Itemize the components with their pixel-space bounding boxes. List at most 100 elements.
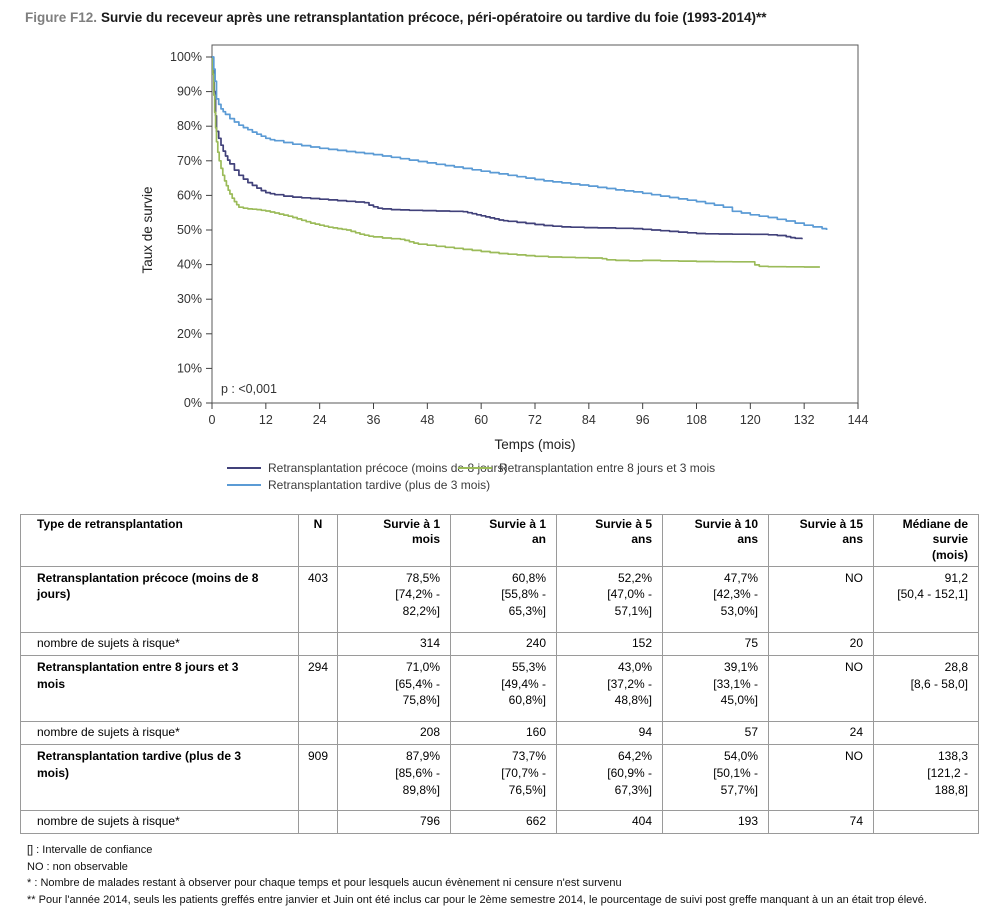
- column-header: Survie à 5 ans: [556, 513, 663, 567]
- column-header: Survie à 15 ans: [768, 513, 874, 567]
- table-row-category: Retransplantation entre 8 jours et 3 moi…: [20, 654, 979, 723]
- legend-swatch-tardive: [227, 483, 261, 486]
- risk-value: [873, 721, 979, 746]
- y-axis-tick-label: 0%: [184, 396, 202, 410]
- x-axis-tick-label: 144: [848, 413, 869, 427]
- survival-value: 60,8% [55,8% - 65,3%]: [450, 565, 557, 634]
- survival-chart-svg: 0% 10% 20% 30% 40% 50% 60% 70% 80% 90% 100% 0 12 24 36…: [140, 44, 869, 452]
- table-row-category: Retransplantation tardive (plus de 3 moi…: [20, 744, 979, 812]
- figure-number: Figure F12.: [25, 10, 98, 25]
- risk-value: 193: [662, 810, 769, 835]
- legend-label-precoce: Retransplantation précoce (moins de 8 jo…: [268, 460, 508, 475]
- survival-value: 78,5% [74,2% - 82,2%]: [337, 565, 451, 634]
- risk-label: nombre de sujets à risque*: [20, 632, 299, 656]
- legend-label-tardive: Retransplantation tardive (plus de 3 moi…: [268, 477, 491, 492]
- x-axis-tick-label: 84: [582, 413, 596, 427]
- category-label: Retransplantation entre 8 jours et 3 moi…: [20, 654, 299, 723]
- survival-value: 138,3 [121,2 - 188,8]: [873, 744, 979, 812]
- table-row-risk: nombre de sujets à risque* 208 160 94 57 24: [20, 721, 979, 746]
- survival-curve-precoce: [212, 56, 803, 240]
- risk-label: nombre de sujets à risque*: [20, 810, 299, 835]
- survival-curve-tardive: [212, 56, 828, 230]
- figure-title: Figure F12. Survie du receveur après une …: [25, 10, 978, 27]
- y-axis-tick-label: 40%: [177, 257, 202, 271]
- risk-value: [873, 632, 979, 656]
- survival-value: 64,2% [60,9% - 67,3%]: [556, 744, 663, 812]
- survival-value: 71,0% [65,4% - 75,8%]: [337, 654, 451, 723]
- x-axis-tick-label: 48: [420, 413, 434, 427]
- x-axis-tick-label: 0: [209, 413, 216, 427]
- x-axis-tick-label: 96: [636, 413, 650, 427]
- column-header: Survie à 1 mois: [337, 513, 451, 567]
- y-axis-label: Taux de survie: [140, 186, 155, 273]
- footnote-line: ** Pour l'année 2014, seuls les patients…: [27, 893, 927, 906]
- risk-value: 314: [337, 632, 451, 656]
- y-axis-tick-label: 70%: [177, 154, 202, 168]
- empty-cell: [298, 632, 338, 656]
- survival-value: NO: [768, 654, 874, 723]
- survival-value: 52,2% [47,0% - 57,1%]: [556, 565, 663, 634]
- footnote-line: [] : Intervalle de confiance: [27, 844, 153, 857]
- x-axis-tick-label: 24: [313, 413, 327, 427]
- footnotes: [] : Intervalle de confiance NO : non obs…: [27, 842, 978, 908]
- risk-value: 152: [556, 632, 663, 656]
- x-axis-tick-label: 120: [740, 413, 761, 427]
- table-row-category: Retransplantation précoce (moins de 8 jo…: [20, 565, 979, 634]
- x-axis-tick-label: 12: [259, 413, 273, 427]
- y-axis-tick-label: 50%: [177, 223, 202, 237]
- survival-value: 87,9% [85,6% - 89,8%]: [337, 744, 451, 812]
- n-value: 403: [298, 565, 338, 634]
- legend-item-precoce: Retransplantation précoce (moins de 8 jo…: [227, 461, 507, 475]
- legend-label-entre: Retransplantation entre 8 jours et 3 moi…: [499, 460, 716, 475]
- empty-cell: [298, 810, 338, 835]
- risk-value: 57: [662, 721, 769, 746]
- table-header-row: Type de retransplantation N Survie à 1 moi…: [20, 513, 979, 567]
- risk-value: 74: [768, 810, 874, 835]
- x-axis-label: Temps (mois): [494, 437, 575, 452]
- table-row-risk: nombre de sujets à risque* 796 662 404 193 74: [20, 810, 979, 835]
- risk-label: nombre de sujets à risque*: [20, 721, 299, 746]
- footnote-line: * : Nombre de malades restant à observer…: [27, 877, 622, 890]
- x-axis-tick-label: 36: [367, 413, 381, 427]
- legend-item-entre: Retransplantation entre 8 jours et 3 moi…: [458, 461, 715, 475]
- y-axis-tick-label: 80%: [177, 119, 202, 133]
- category-label: Retransplantation précoce (moins de 8 jo…: [20, 565, 299, 634]
- legend-swatch-precoce: [227, 466, 261, 469]
- risk-value: 796: [337, 810, 451, 835]
- y-axis-tick-label: 30%: [177, 292, 202, 306]
- risk-value: 404: [556, 810, 663, 835]
- column-header: Type de retransplantation: [20, 513, 299, 567]
- survival-value: 47,7% [42,3% - 53,0%]: [662, 565, 769, 634]
- survival-value: 54,0% [50,1% - 57,7%]: [662, 744, 769, 812]
- risk-value: 662: [450, 810, 557, 835]
- x-axis-tick-label: 108: [686, 413, 707, 427]
- y-axis-tick-label: 90%: [177, 84, 202, 98]
- x-axis-tick-label: 72: [528, 413, 542, 427]
- survival-value: 28,8 [8,6 - 58,0]: [873, 654, 979, 723]
- legend-item-tardive: Retransplantation tardive (plus de 3 moi…: [227, 478, 490, 492]
- n-value: 294: [298, 654, 338, 723]
- category-label: Retransplantation tardive (plus de 3 moi…: [20, 744, 299, 812]
- survival-value: NO: [768, 565, 874, 634]
- survival-value: NO: [768, 744, 874, 812]
- risk-value: 240: [450, 632, 557, 656]
- survival-table: Type de retransplantation N Survie à 1 moi…: [20, 513, 979, 835]
- survival-chart: 0% 10% 20% 30% 40% 50% 60% 70% 80% 90% 100% 0 12 24 36…: [25, 40, 960, 499]
- risk-value: 94: [556, 721, 663, 746]
- survival-value: 55,3% [49,4% - 60,8%]: [450, 654, 557, 723]
- risk-value: 75: [662, 632, 769, 656]
- risk-value: [873, 810, 979, 835]
- column-header: N: [298, 513, 338, 567]
- table-row-risk: nombre de sujets à risque* 314 240 152 75 20: [20, 632, 979, 656]
- y-axis-tick-label: 100%: [170, 50, 202, 64]
- chart-legend: Retransplantation précoce (moins de 8 jo…: [25, 459, 960, 499]
- x-axis-tick-label: 132: [794, 413, 815, 427]
- y-axis-tick-label: 10%: [177, 361, 202, 375]
- risk-value: 208: [337, 721, 451, 746]
- figure-title-text: Survie du receveur après une retransplan…: [101, 10, 767, 25]
- y-axis-tick-label: 60%: [177, 188, 202, 202]
- legend-swatch-entre: [458, 466, 492, 469]
- empty-cell: [298, 721, 338, 746]
- survival-value: 73,7% [70,7% - 76,5%]: [450, 744, 557, 812]
- survival-value: 39,1% [33,1% - 45,0%]: [662, 654, 769, 723]
